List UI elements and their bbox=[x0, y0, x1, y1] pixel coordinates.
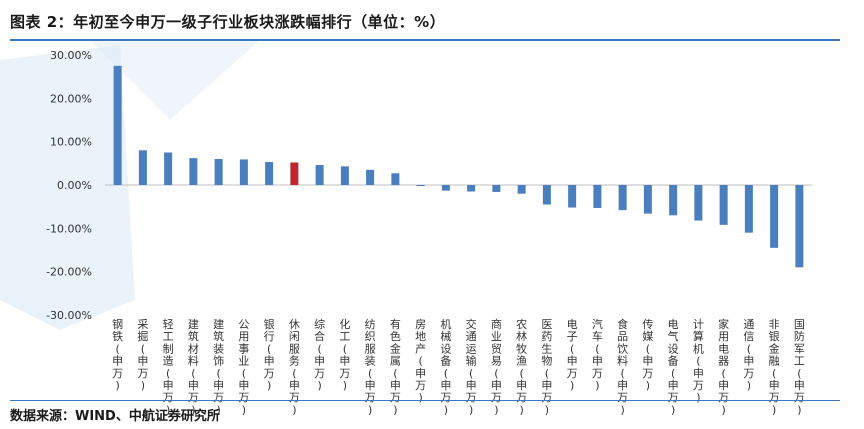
bar-12 bbox=[416, 185, 425, 186]
chart-title: 图表 2：年初至今申万一级子行业板块涨跌幅排行（单位：%） bbox=[10, 13, 446, 31]
x-tick-label: 家用电器(申万) bbox=[718, 317, 729, 416]
x-axis: 钢铁(申万) 采掘(申万) 轻工制造(申万) 建筑材料(申万) 建筑装饰(申万) 公用事业… bbox=[112, 317, 805, 416]
x-tick-label: 有色金属(申万) bbox=[390, 317, 401, 416]
x-tick-label: 交通运输(申万) bbox=[466, 317, 477, 416]
x-tick-label: 电子(申万) bbox=[567, 318, 578, 392]
bar-7 bbox=[290, 162, 299, 185]
x-tick-label: 钢铁(申万) bbox=[112, 318, 123, 392]
x-tick-label: 轻工制造(申万) bbox=[163, 317, 174, 416]
y-tick-label: 10.00% bbox=[50, 136, 92, 149]
x-tick-label: 非银金融(申万) bbox=[769, 318, 780, 416]
bar-1 bbox=[138, 150, 147, 185]
x-tick-label: 通信(申万) bbox=[743, 318, 754, 392]
title-rule bbox=[10, 39, 840, 41]
bar-13 bbox=[441, 185, 450, 191]
bar-27 bbox=[795, 185, 804, 268]
x-tick-label: 机械设备(申万) bbox=[440, 317, 451, 416]
x-tick-label: 综合(申万) bbox=[314, 317, 325, 392]
bar-5 bbox=[239, 159, 248, 185]
x-tick-label: 公用事业(申万) bbox=[238, 318, 249, 416]
y-tick-label: 30.00% bbox=[50, 49, 92, 62]
x-tick-label: 建筑装饰(申万) bbox=[213, 317, 224, 416]
bar-20 bbox=[618, 185, 627, 211]
bar-0 bbox=[113, 65, 122, 185]
x-tick-label: 休闲服务(申万) bbox=[289, 318, 300, 416]
x-tick-label: 计算机(申万) bbox=[693, 318, 704, 404]
bar-22 bbox=[669, 185, 678, 216]
bar-4 bbox=[214, 159, 223, 185]
watermark-shape bbox=[90, 40, 260, 120]
bar-26 bbox=[770, 185, 779, 248]
bar-3 bbox=[189, 158, 198, 185]
bar-6 bbox=[265, 162, 274, 185]
bar-16 bbox=[517, 185, 526, 194]
y-tick-label: -20.00% bbox=[46, 266, 92, 279]
y-axis: 30.00% 20.00% 10.00% 0.00% -10.00% -20.00% -30… bbox=[46, 49, 92, 322]
bar-8 bbox=[315, 165, 324, 185]
y-tick-label: -30.00% bbox=[46, 309, 92, 322]
bar-15 bbox=[492, 185, 501, 192]
bar-21 bbox=[643, 185, 652, 214]
bar-19 bbox=[593, 185, 602, 208]
x-tick-label: 商业贸易(申万) bbox=[491, 317, 502, 416]
source-note: 数据来源：WIND、中航证券研究所 bbox=[10, 409, 220, 424]
x-tick-label: 房地产(申万) bbox=[415, 318, 426, 404]
bar-9 bbox=[340, 166, 349, 185]
bar-25 bbox=[744, 185, 753, 233]
watermark-shape bbox=[0, 45, 135, 330]
x-tick-label: 传媒(申万) bbox=[642, 318, 653, 392]
y-tick-label: -10.00% bbox=[46, 222, 92, 235]
footer-rule bbox=[10, 400, 840, 401]
bar-10 bbox=[366, 169, 375, 185]
x-tick-label: 食品饮料(申万) bbox=[617, 317, 628, 416]
x-tick-label: 化工(申万) bbox=[339, 317, 350, 392]
x-tick-label: 电气设备(申万) bbox=[668, 318, 679, 416]
x-tick-label: 建筑材料(申万) bbox=[188, 317, 199, 416]
bar-24 bbox=[719, 185, 728, 225]
bar-23 bbox=[694, 185, 703, 221]
y-tick-label: 0.00% bbox=[57, 179, 92, 192]
x-tick-label: 医药生物(申万) bbox=[541, 318, 552, 416]
bar-2 bbox=[164, 152, 173, 185]
x-tick-label: 国防军工(申万) bbox=[794, 318, 805, 416]
bar-17 bbox=[542, 185, 551, 205]
bar-14 bbox=[467, 185, 476, 192]
y-tick-label: 20.00% bbox=[50, 92, 92, 105]
watermark-shapes bbox=[0, 40, 260, 330]
bars-group bbox=[113, 65, 804, 268]
x-tick-label: 纺织服装(申万) bbox=[365, 317, 376, 416]
bar-18 bbox=[568, 185, 577, 208]
bar-11 bbox=[391, 173, 400, 185]
x-tick-label: 采掘(申万) bbox=[137, 318, 148, 392]
x-tick-label: 汽车(申万) bbox=[592, 317, 603, 392]
x-tick-label: 农林牧渔(申万) bbox=[516, 317, 527, 416]
x-tick-label: 银行(申万) bbox=[264, 317, 275, 392]
